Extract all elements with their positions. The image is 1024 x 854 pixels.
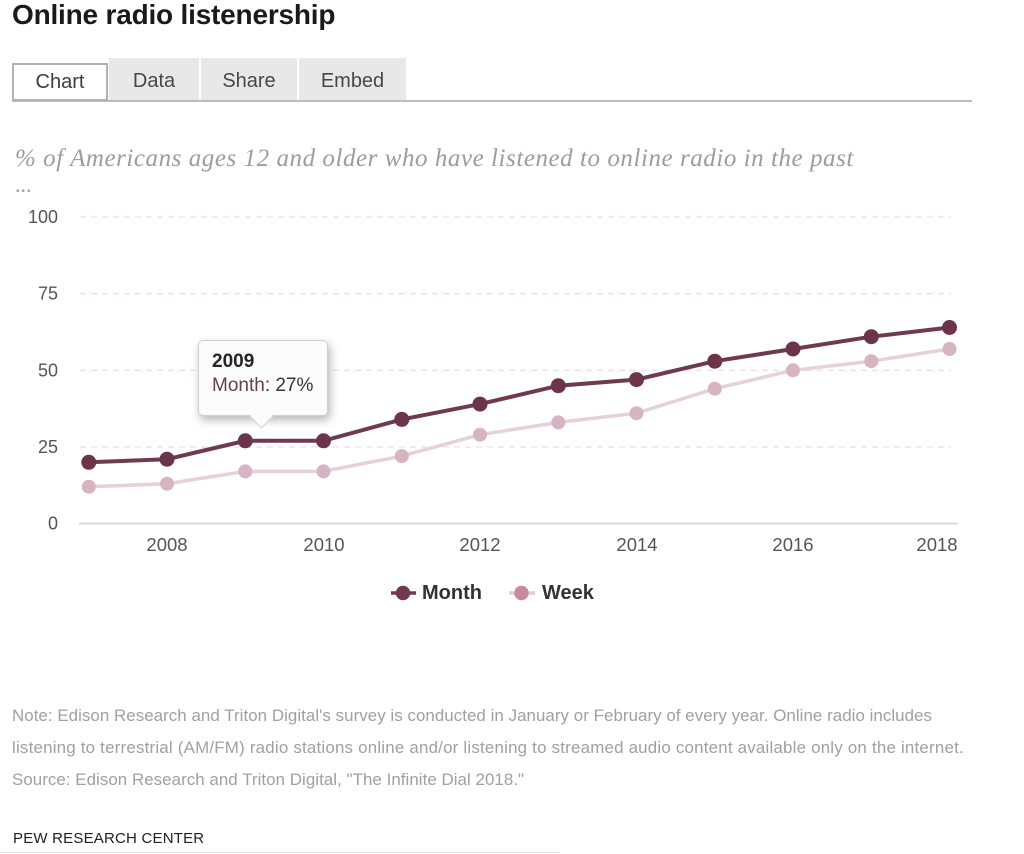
svg-text:0: 0 xyxy=(48,514,58,534)
svg-text:50: 50 xyxy=(38,360,58,380)
svg-text:2010: 2010 xyxy=(303,534,344,555)
svg-text:2012: 2012 xyxy=(459,534,500,555)
svg-text:2018: 2018 xyxy=(916,534,957,555)
svg-text:100: 100 xyxy=(28,207,58,227)
svg-text:75: 75 xyxy=(38,284,58,304)
svg-text:2008: 2008 xyxy=(146,534,187,555)
svg-text:2016: 2016 xyxy=(772,534,813,555)
svg-text:2014: 2014 xyxy=(616,534,657,555)
svg-text:25: 25 xyxy=(38,437,58,457)
